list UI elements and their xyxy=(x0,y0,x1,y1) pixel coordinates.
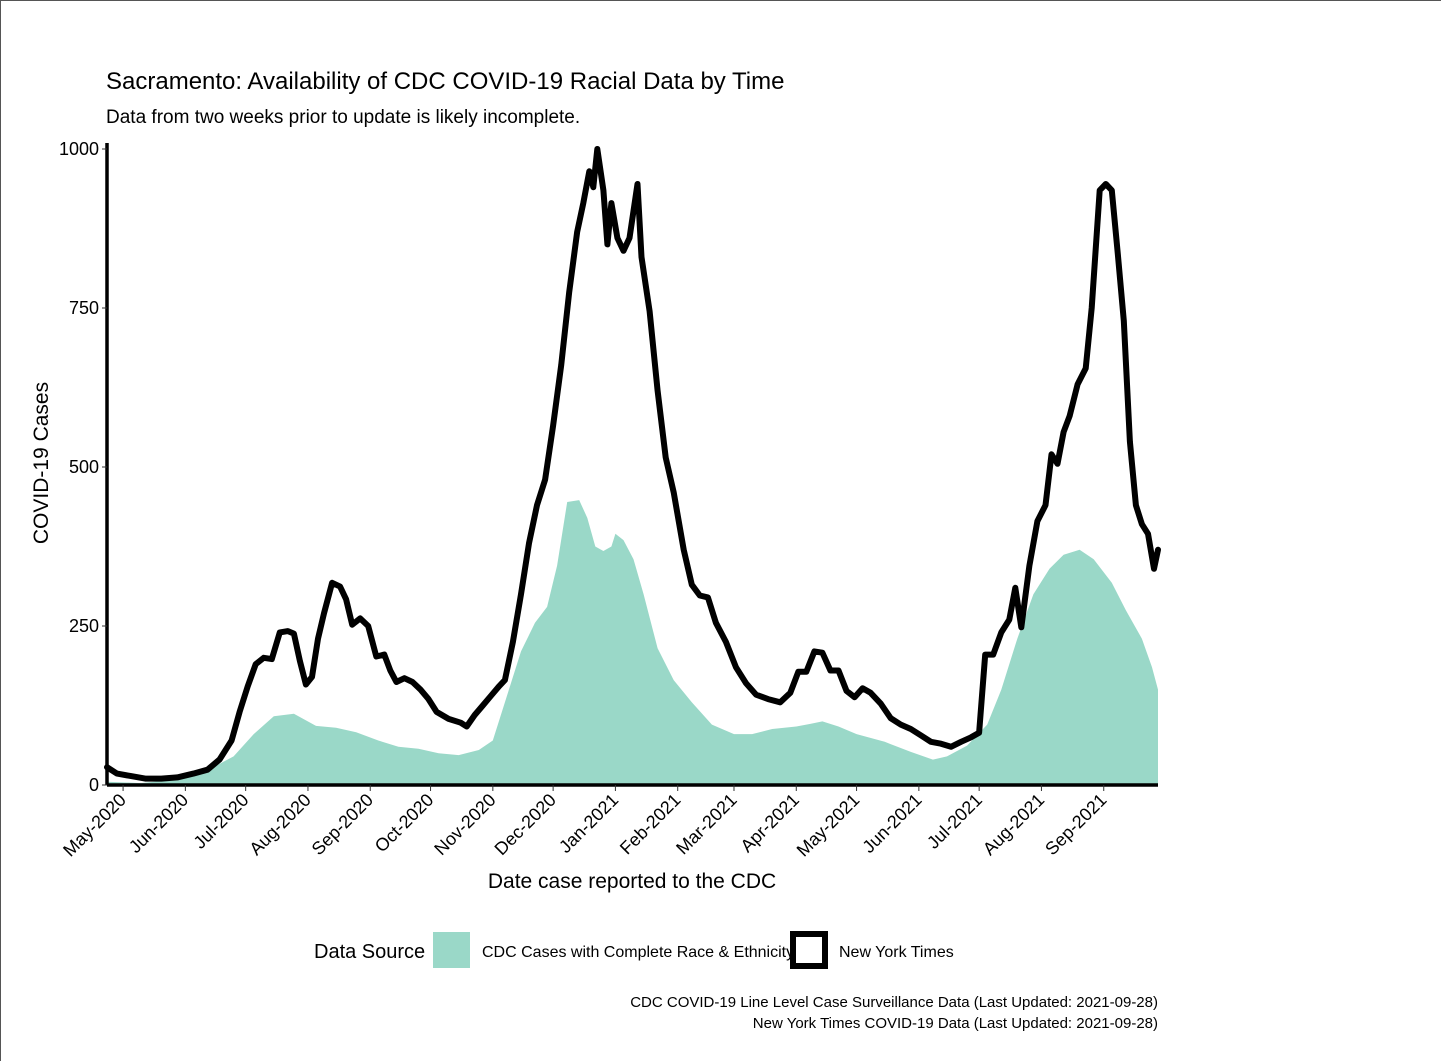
y-tick-label: 250 xyxy=(69,616,99,636)
y-tick-label: 1000 xyxy=(59,139,99,159)
x-axis-ticks: May-2020Jun-2020Jul-2020Aug-2020Sep-2020… xyxy=(59,785,1111,861)
y-axis-ticks: 0 250 500 750 1000 xyxy=(59,139,107,795)
legend-swatch-cdc xyxy=(433,932,470,968)
x-tick-label: Jan-2021 xyxy=(555,790,622,857)
x-tick-label: May-2021 xyxy=(793,790,864,861)
series-area-cdc xyxy=(107,500,1158,785)
x-axis-label: Date case reported to the CDC xyxy=(488,870,776,893)
legend-label-nyt: New York Times xyxy=(839,944,954,961)
x-tick-label: Sep-2021 xyxy=(1041,790,1110,859)
y-tick-label: 500 xyxy=(69,457,99,477)
y-tick-label: 0 xyxy=(89,775,99,795)
legend-label-cdc: CDC Cases with Complete Race & Ethnicity xyxy=(482,944,794,961)
chart-subtitle: Data from two weeks prior to update is l… xyxy=(106,107,580,128)
x-tick-label: Aug-2020 xyxy=(245,790,314,859)
legend-swatch-nyt xyxy=(790,931,828,969)
y-axis-label: COVID-19 Cases xyxy=(30,382,53,544)
series-line-nyt xyxy=(104,146,1161,782)
x-tick-label: Mar-2021 xyxy=(672,790,741,859)
x-tick-label: Jul-2021 xyxy=(923,790,986,853)
x-tick-label: Feb-2021 xyxy=(616,790,685,859)
caption-nyt: New York Times COVID-19 Data (Last Updat… xyxy=(753,1015,1158,1032)
x-tick-label: May-2020 xyxy=(59,790,130,861)
x-tick-label: Dec-2020 xyxy=(491,790,560,859)
caption-cdc: CDC COVID-19 Line Level Case Surveillanc… xyxy=(630,994,1158,1011)
chart-title: Sacramento: Availability of CDC COVID-19… xyxy=(106,68,784,95)
x-tick-label: Jul-2020 xyxy=(190,790,253,853)
legend-title: Data Source xyxy=(314,941,425,963)
x-tick-label: Sep-2020 xyxy=(308,790,377,859)
plot-area xyxy=(104,146,1161,787)
x-tick-label: Jun-2020 xyxy=(125,790,192,857)
x-tick-label: Jun-2021 xyxy=(858,790,925,857)
y-tick-label: 750 xyxy=(69,298,99,318)
x-tick-label: Aug-2021 xyxy=(979,790,1048,859)
legend: Data Source CDC Cases with Complete Race… xyxy=(314,931,954,969)
x-tick-label: Nov-2020 xyxy=(430,790,499,859)
x-tick-label: Oct-2020 xyxy=(371,790,438,857)
